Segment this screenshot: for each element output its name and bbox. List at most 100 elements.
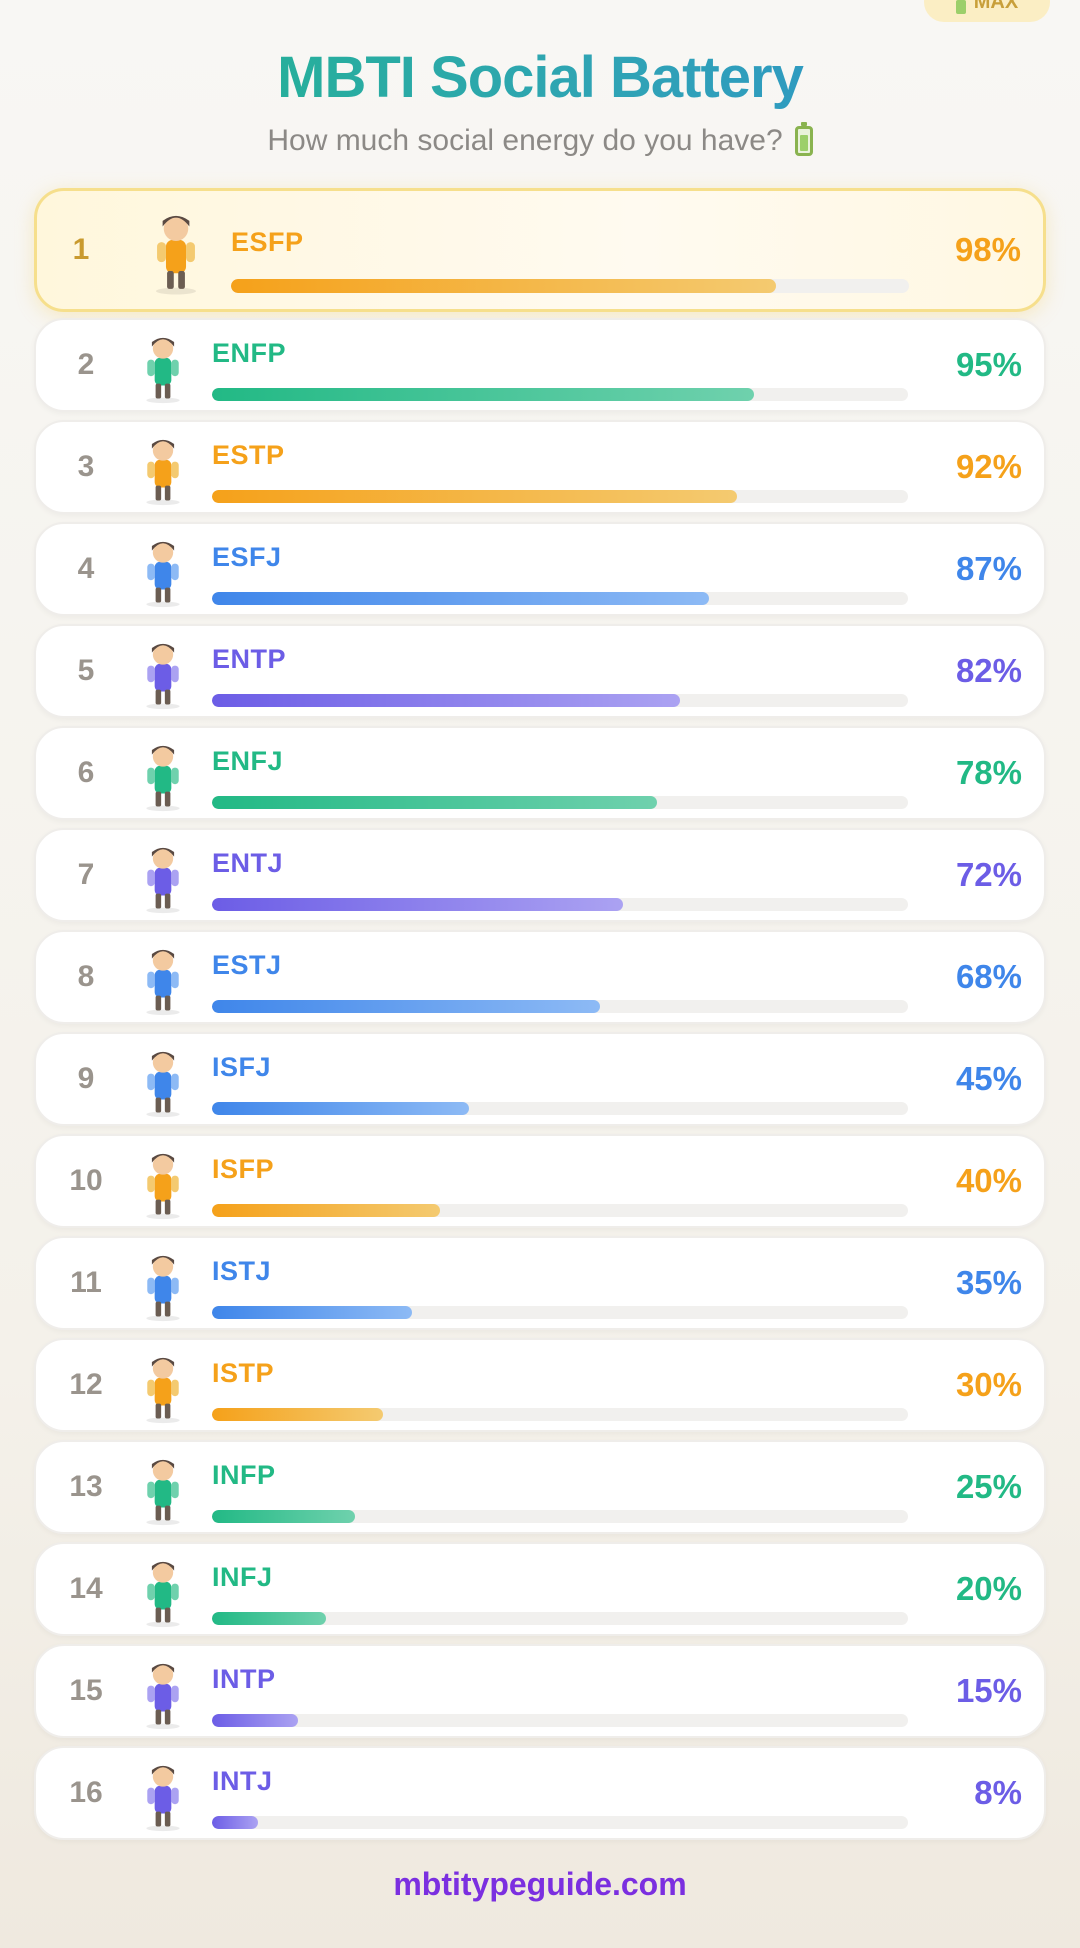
ranking-row: 4 ESFJ 87%	[34, 522, 1046, 616]
mbti-type-label: ENTJ	[212, 848, 284, 878]
battery-bar-track	[212, 898, 908, 911]
battery-bar-track	[212, 1306, 908, 1319]
mbti-type-label: INTP	[212, 1664, 276, 1694]
max-badge-label: MAX	[973, 0, 1019, 13]
battery-bar-fill	[212, 796, 658, 809]
character-icon	[137, 205, 215, 297]
character-icon	[128, 534, 198, 608]
rank-number: 13	[69, 1470, 103, 1503]
battery-bar-fill	[212, 1000, 601, 1013]
footer-site-link[interactable]: mbtitypeguide.com	[393, 1866, 687, 1902]
percent-label: 95%	[955, 346, 1022, 383]
ranking-row: 12 ISTP 30%	[34, 1338, 1046, 1432]
battery-bar-track	[212, 1408, 908, 1421]
battery-bar-track	[212, 796, 908, 809]
ranking-row: 2 ENFP 95%	[34, 318, 1046, 412]
rank-number: 6	[77, 756, 95, 789]
rank-number: 3	[77, 450, 95, 483]
mbti-type-label: ENFP	[212, 338, 287, 368]
percent-label: 15%	[955, 1672, 1022, 1709]
character-icon	[128, 1044, 198, 1118]
mbti-type-label: ESTJ	[212, 950, 282, 980]
mbti-type-label: ISFJ	[212, 1052, 272, 1082]
percent-label: 82%	[955, 652, 1022, 689]
battery-bar-track	[212, 1000, 908, 1013]
rank-number: 11	[70, 1266, 102, 1299]
mbti-type-label: ESTP	[212, 440, 285, 470]
mbti-type-label: ENFJ	[212, 746, 284, 776]
percent-label: 30%	[955, 1366, 1022, 1403]
battery-bar-fill	[212, 1510, 355, 1523]
percent-label: 25%	[955, 1468, 1022, 1505]
ranking-row: 3 ESTP 92%	[34, 420, 1046, 514]
ranking-list: 1 ESFP 98% 2 ENFP 95% 3 ESTP 92% 4 ESFJ 87% 5 ENTP 82%…	[34, 188, 1046, 1848]
rank-number: 1	[72, 233, 90, 266]
character-icon	[128, 1350, 198, 1424]
battery-bar-fill	[212, 1204, 441, 1217]
rank-number: 2	[77, 348, 95, 381]
mbti-type-label: ESFJ	[212, 542, 282, 572]
rank-number: 5	[77, 654, 95, 687]
battery-icon	[955, 0, 966, 14]
rank-number: 4	[77, 552, 95, 585]
battery-bar-track	[212, 1816, 908, 1829]
battery-bar-track	[212, 592, 908, 605]
rank-number: 16	[69, 1776, 103, 1809]
rank-number: 10	[69, 1164, 103, 1197]
battery-bar-track	[212, 1612, 908, 1625]
ranking-row: 15 INTP 15%	[34, 1644, 1046, 1738]
percent-label: 20%	[955, 1570, 1022, 1607]
ranking-row: 8 ESTJ 68%	[34, 930, 1046, 1024]
percent-label: 45%	[955, 1060, 1022, 1097]
character-icon	[128, 330, 198, 404]
mbti-type-label: ISTJ	[212, 1256, 272, 1286]
battery-bar-track	[212, 388, 908, 401]
percent-label: 40%	[955, 1162, 1022, 1199]
percent-label: 8%	[974, 1774, 1022, 1811]
mbti-type-label: INFP	[212, 1460, 276, 1490]
battery-bar-track	[212, 694, 908, 707]
battery-bar-fill	[212, 898, 623, 911]
battery-bar-track	[212, 1510, 908, 1523]
battery-bar-fill	[212, 694, 680, 707]
rank-number: 9	[77, 1062, 95, 1095]
ranking-row: 13 INFP 25%	[34, 1440, 1046, 1534]
rank-number: 7	[77, 858, 95, 891]
battery-bar-track	[212, 1204, 908, 1217]
character-icon	[128, 840, 198, 914]
character-icon	[128, 1656, 198, 1730]
character-icon	[128, 1452, 198, 1526]
ranking-row: 9 ISFJ 45%	[34, 1032, 1046, 1126]
battery-bar-fill	[212, 1408, 384, 1421]
percent-label: 35%	[955, 1264, 1022, 1301]
character-icon	[128, 1554, 198, 1628]
mbti-type-label: ISFP	[212, 1154, 275, 1184]
rank-number: 8	[77, 960, 95, 993]
character-icon	[128, 432, 198, 506]
battery-bar-track	[212, 490, 908, 503]
character-icon	[128, 1758, 198, 1832]
ranking-row: 7 ENTJ 72%	[34, 828, 1046, 922]
ranking-row: 16 INTJ 8%	[34, 1746, 1046, 1840]
character-icon	[128, 636, 198, 710]
character-icon	[128, 1146, 198, 1220]
battery-bar-fill	[212, 1816, 258, 1829]
percent-label: 87%	[955, 550, 1022, 587]
battery-bar-fill	[212, 388, 755, 401]
battery-bar-track	[212, 1102, 908, 1115]
rank-number: 14	[69, 1572, 103, 1605]
rank-number: 15	[69, 1674, 103, 1707]
battery-bar-fill	[212, 1102, 469, 1115]
battery-icon	[794, 122, 813, 156]
ranking-row: 11 ISTJ 35%	[34, 1236, 1046, 1330]
ranking-row: 6 ENFJ 78%	[34, 726, 1046, 820]
ranking-row: 5 ENTP 82%	[34, 624, 1046, 718]
battery-bar-track	[231, 279, 909, 293]
percent-label: 78%	[955, 754, 1022, 791]
page-title: MBTI Social Battery	[0, 44, 1080, 111]
battery-bar-fill	[212, 1306, 412, 1319]
battery-bar-fill	[231, 279, 776, 293]
battery-bar-fill	[212, 1612, 327, 1625]
percent-label: 72%	[955, 856, 1022, 893]
mbti-type-label: ISTP	[212, 1358, 275, 1388]
